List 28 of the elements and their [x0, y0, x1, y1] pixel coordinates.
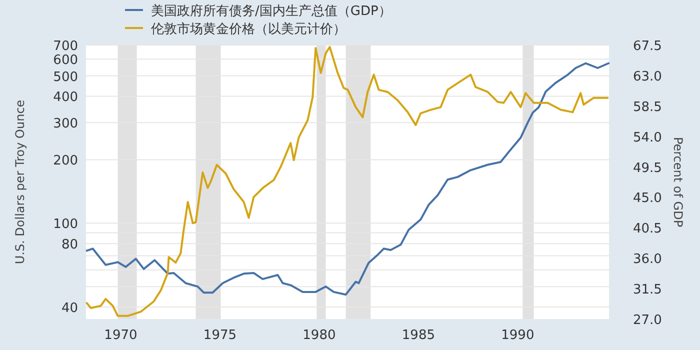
- y2-tick-label: 63.0: [633, 69, 662, 84]
- y-tick-label: 200: [53, 154, 78, 169]
- x-tick-label: 1990: [501, 328, 534, 343]
- y2-tick-label: 45.0: [633, 191, 662, 206]
- y2-tick-label: 54.0: [633, 130, 662, 146]
- y-tick-label: 500: [53, 70, 78, 85]
- x-tick-label: 1985: [402, 328, 436, 343]
- y-tick-label: 80: [61, 238, 78, 253]
- y2-tick-label: 40.5: [633, 222, 662, 237]
- y-tick-label: 100: [53, 217, 78, 232]
- y-axis-title: U.S. Dollars per Troy Ounce: [13, 100, 27, 264]
- x-tick-label: 1975: [203, 328, 237, 343]
- legend-label: 美国政府所有债务/国内生产总值（GDP）: [151, 3, 392, 19]
- legend-label: 伦敦市场黄金价格（以美元计价）: [151, 21, 346, 37]
- y2-tick-label: 49.5: [633, 160, 662, 176]
- x-tick-label: 1980: [302, 328, 336, 343]
- y2-tick-label: 58.5: [633, 100, 662, 115]
- y-tick-label: 700: [53, 39, 78, 54]
- x-tick-label: 1970: [104, 328, 138, 343]
- y-tick-label: 600: [53, 53, 78, 68]
- y-tick-label: 300: [53, 116, 78, 132]
- y2-tick-label: 67.5: [633, 39, 662, 54]
- y2-tick-label: 36.0: [633, 252, 662, 268]
- y-tick-label: 400: [53, 90, 78, 106]
- y2-tick-label: 31.5: [633, 282, 662, 298]
- y2-tick-label: 27.0: [633, 313, 662, 328]
- y-tick-label: 40: [61, 301, 78, 316]
- y2-axis-title: Percent of GDP: [671, 136, 685, 228]
